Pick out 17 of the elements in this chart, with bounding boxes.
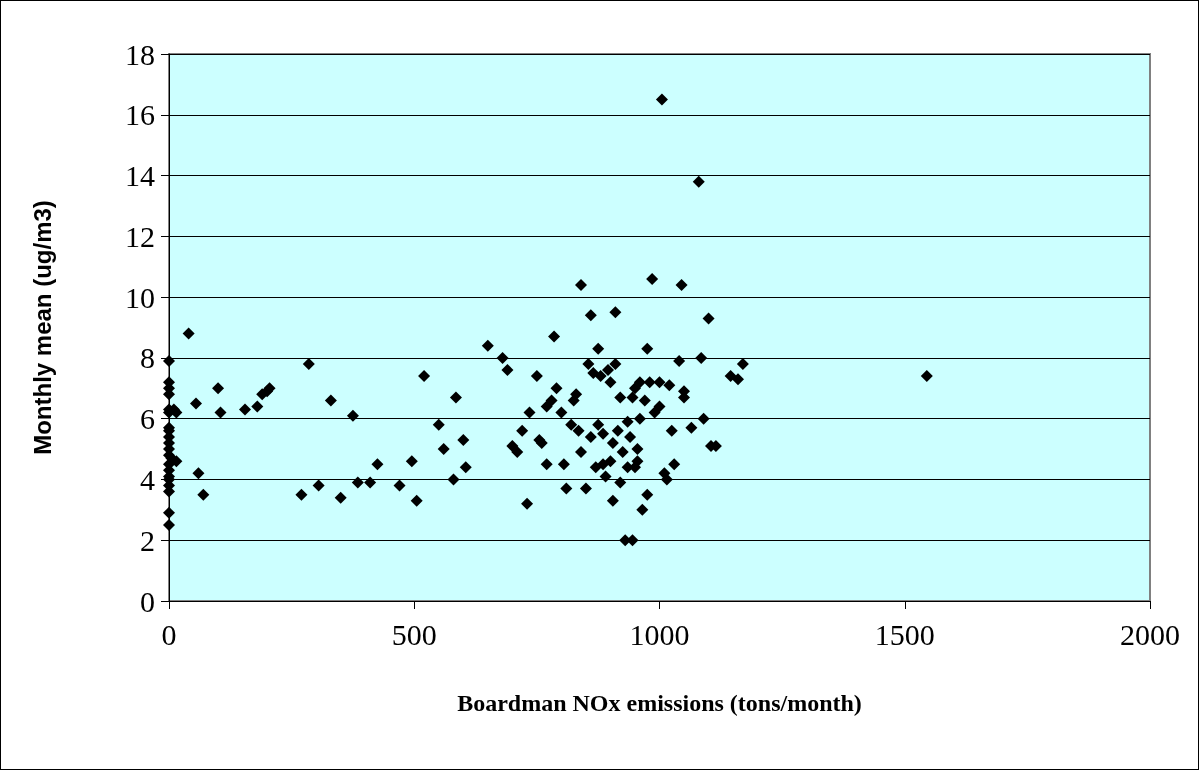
y-tick-label: 16 <box>125 98 155 132</box>
x-tick-label: 2000 <box>1120 617 1180 651</box>
y-axis-title: Monthly mean (ug/m3) <box>28 200 56 455</box>
x-axis-title: Boardman NOx emissions (tons/month) <box>457 690 862 716</box>
y-tick-label: 10 <box>125 280 155 314</box>
y-tick-label: 0 <box>140 584 155 618</box>
y-tick-label: 18 <box>125 37 155 71</box>
x-tick-label: 1000 <box>629 617 690 651</box>
y-tick-label: 4 <box>140 462 155 496</box>
y-tick-label: 12 <box>125 219 155 253</box>
x-tick-label: 500 <box>391 617 437 651</box>
x-tick-label: 1500 <box>874 617 935 651</box>
y-tick-label: 2 <box>140 523 155 557</box>
y-tick-label: 6 <box>140 402 155 436</box>
y-tick-label: 14 <box>125 159 155 193</box>
x-tick-label: 0 <box>161 617 177 651</box>
y-tick-label: 8 <box>140 341 155 375</box>
